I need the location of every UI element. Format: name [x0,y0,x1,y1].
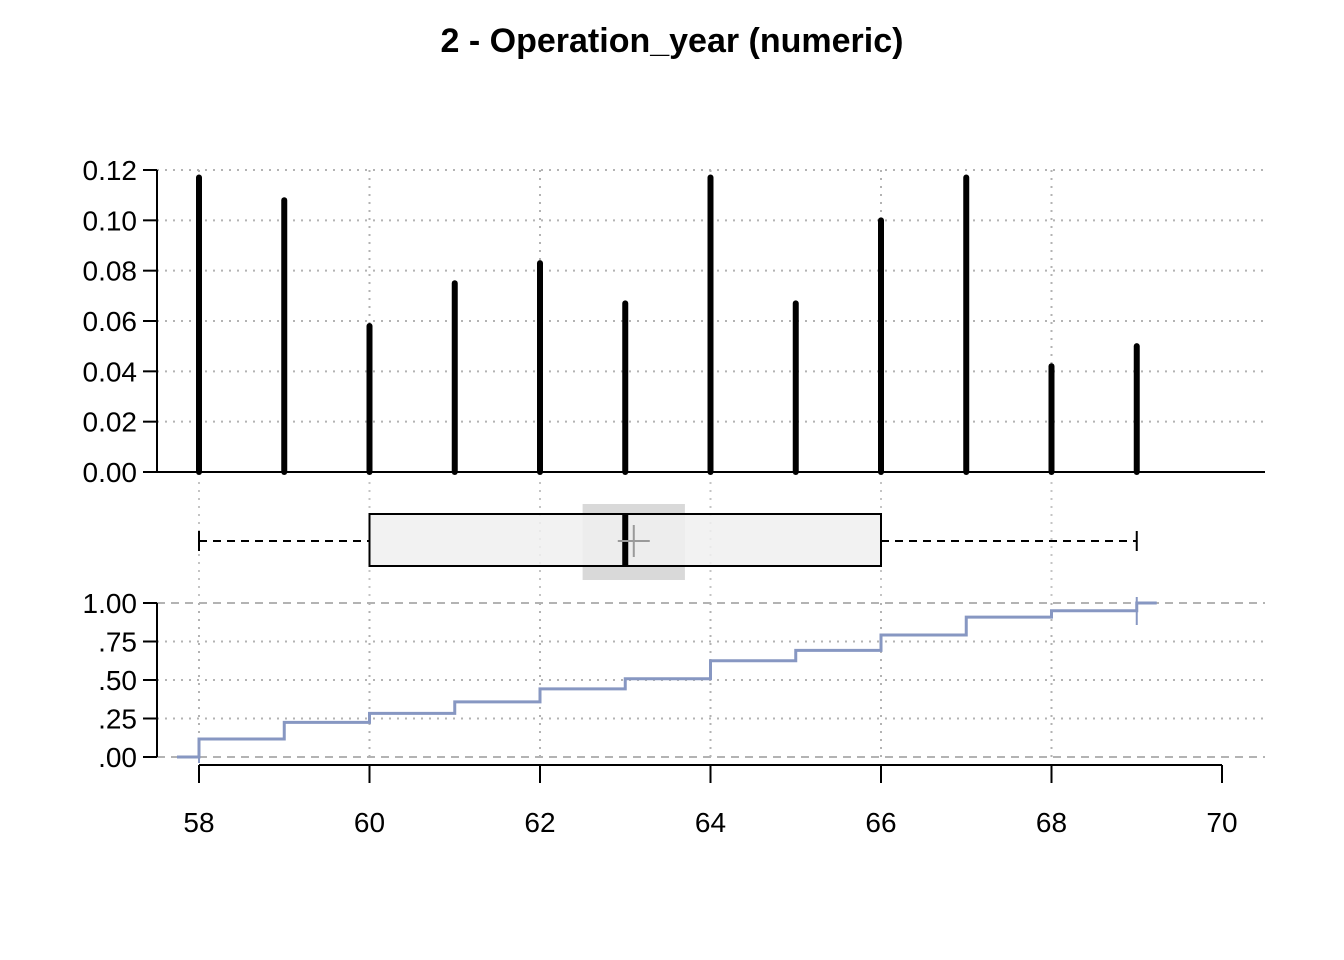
freq-y-tick-label: 0.08 [83,256,138,287]
ecdf-panel: .00 .25 .50 .75 1.00 58 60 62 64 66 68 70 [83,588,1265,838]
boxplot-panel [198,482,1138,598]
freq-y-tick-label: 0.06 [83,306,138,337]
x-tick-label: 70 [1206,807,1237,838]
ecdf-y-tick-label: .75 [98,627,137,658]
x-tick-label: 66 [865,807,896,838]
ecdf-step-line [177,601,1157,759]
freq-y-tick-label: 0.04 [83,356,138,387]
freq-y-tick-label: 0.12 [83,155,138,186]
freq-y-tick-label: 0.00 [83,457,138,488]
frequency-panel: 0.00 0.02 0.04 0.06 0.08 0.10 0.12 [83,155,1265,488]
x-tick-label: 62 [524,807,555,838]
x-tick-label: 68 [1036,807,1067,838]
ecdf-y-tick-label: .25 [98,704,137,735]
freq-y-tick-label: 0.02 [83,407,138,438]
chart-title: 2 - Operation_year (numeric) [441,22,904,60]
x-tick-label: 60 [354,807,385,838]
x-tick-label: 64 [695,807,726,838]
x-tick-label: 58 [183,807,214,838]
ecdf-y-tick-label: .50 [98,665,137,696]
ecdf-y-tick-label: .00 [98,742,137,773]
ecdf-y-tick-label: 1.00 [83,588,138,619]
freq-y-tick-label: 0.10 [83,205,138,236]
